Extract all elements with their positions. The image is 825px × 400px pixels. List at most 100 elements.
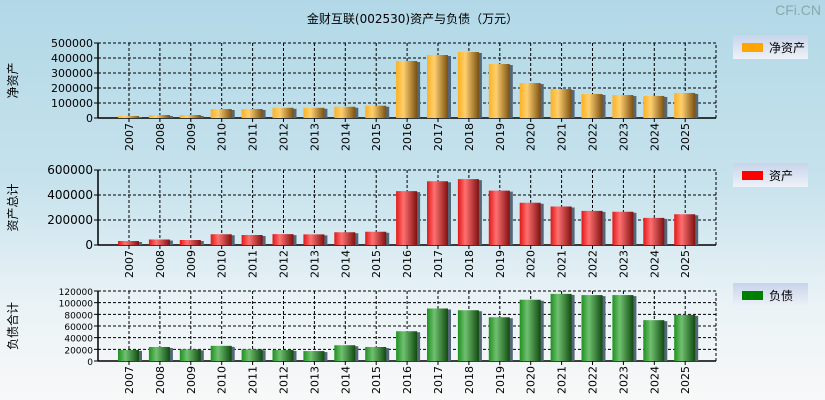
x-tick-label: 2014 xyxy=(339,366,352,394)
bar-2019 xyxy=(488,317,510,361)
bar-2011 xyxy=(241,349,263,361)
bar-2007 xyxy=(118,116,139,118)
x-tick-label: 2016 xyxy=(401,250,414,278)
bar-2012 xyxy=(272,234,294,245)
x-tick-label: 2022 xyxy=(587,366,600,394)
bar-2013 xyxy=(303,234,325,245)
x-tick-label: 2017 xyxy=(432,250,445,278)
x-tick-label: 2012 xyxy=(278,123,291,151)
y-tick-label: 0 xyxy=(86,112,93,125)
x-tick-label: 2021 xyxy=(556,123,569,151)
x-tick-label: 2020 xyxy=(525,366,538,394)
bar-2018 xyxy=(457,52,479,118)
bar-2017 xyxy=(427,181,448,245)
bar-2018 xyxy=(457,310,479,361)
x-tick-label: 2009 xyxy=(185,123,198,151)
x-tick-label: 2014 xyxy=(339,123,352,151)
x-tick-label: 2013 xyxy=(308,250,321,278)
bar-2008 xyxy=(148,347,170,361)
legend-swatch xyxy=(742,42,763,52)
x-tick-label: 2018 xyxy=(463,250,476,278)
bar-2018 xyxy=(457,179,479,245)
x-tick-label: 2025 xyxy=(679,250,692,278)
legend-net-assets: 净资产 xyxy=(733,35,808,59)
legend-assets: 资产 xyxy=(733,163,808,187)
bar-2020 xyxy=(519,299,541,361)
bar-2015 xyxy=(365,231,387,245)
y-tick-label: 0 xyxy=(87,358,93,368)
bar-2022 xyxy=(581,94,603,118)
x-tick-label: 2008 xyxy=(154,123,167,151)
bar-2024 xyxy=(643,217,665,245)
bar-2015 xyxy=(365,347,387,361)
bar-2007 xyxy=(118,349,139,361)
bar-2020 xyxy=(519,202,541,245)
x-tick-label: 2020 xyxy=(525,250,538,278)
x-tick-label: 2024 xyxy=(648,123,661,151)
legend-label: 净资产 xyxy=(769,40,806,55)
bar-2010 xyxy=(210,234,232,245)
y-tick-label: 100000 xyxy=(51,97,93,110)
x-tick-label: 2022 xyxy=(587,123,600,151)
x-tick-label: 2009 xyxy=(185,366,198,394)
bar-2014 xyxy=(334,106,356,118)
legend-swatch xyxy=(742,170,763,180)
bar-2025 xyxy=(674,214,696,245)
y-tick-label: 100000 xyxy=(59,300,94,310)
y-tick-label: 60000 xyxy=(64,323,93,333)
bar-2016 xyxy=(396,61,418,118)
x-tick-label: 2025 xyxy=(679,123,692,151)
y-tick-label: 600000 xyxy=(47,163,93,177)
x-tick-label: 2015 xyxy=(370,366,383,394)
bar-2008 xyxy=(148,239,170,245)
bar-2025 xyxy=(674,92,696,118)
bar-2009 xyxy=(179,349,201,361)
x-tick-label: 2011 xyxy=(247,250,260,278)
x-tick-label: 2007 xyxy=(123,250,136,278)
bar-2019 xyxy=(488,190,510,245)
bar-2010 xyxy=(210,109,232,118)
x-tick-label: 2011 xyxy=(247,366,260,394)
x-tick-label: 2008 xyxy=(154,366,167,394)
x-tick-label: 2007 xyxy=(123,366,136,394)
x-tick-label: 2008 xyxy=(154,250,167,278)
y-tick-label: 200000 xyxy=(47,213,93,227)
bar-2011 xyxy=(241,235,263,245)
x-tick-label: 2024 xyxy=(648,250,661,278)
bar-2014 xyxy=(334,232,356,245)
y-tick-label: 300000 xyxy=(51,67,93,80)
bar-2013 xyxy=(303,351,325,361)
x-tick-label: 2016 xyxy=(401,366,414,394)
x-tick-label: 2010 xyxy=(216,123,229,151)
bar-2010 xyxy=(210,345,232,361)
y-tick-label: 80000 xyxy=(64,311,93,321)
x-tick-label: 2021 xyxy=(556,366,569,394)
bar-2022 xyxy=(581,210,603,245)
x-tick-label: 2019 xyxy=(494,366,507,394)
bar-2021 xyxy=(550,293,572,361)
brand-logo: CFi.CN xyxy=(775,2,821,18)
x-tick-label: 2010 xyxy=(216,366,229,394)
bar-2017 xyxy=(427,308,448,361)
y-tick-label: 500000 xyxy=(51,37,93,50)
y-tick-label: 20000 xyxy=(64,346,93,356)
x-tick-label: 2015 xyxy=(370,123,383,151)
x-tick-label: 2023 xyxy=(617,123,630,151)
legend-label: 资产 xyxy=(769,168,794,183)
y-tick-label: 0 xyxy=(85,238,93,252)
bar-2019 xyxy=(488,64,510,118)
x-tick-label: 2014 xyxy=(339,250,352,278)
x-tick-label: 2024 xyxy=(648,366,661,394)
legend-liabilities: 负债 xyxy=(733,283,808,307)
x-tick-label: 2010 xyxy=(216,250,229,278)
x-tick-label: 2022 xyxy=(587,250,600,278)
bar-2022 xyxy=(581,295,603,361)
y-axis-label: 净资产 xyxy=(6,62,20,98)
x-tick-label: 2013 xyxy=(308,123,321,151)
bar-2009 xyxy=(179,115,201,118)
bar-2011 xyxy=(241,109,263,118)
x-tick-label: 2020 xyxy=(525,123,538,151)
bar-2009 xyxy=(179,240,201,245)
legend-label: 负债 xyxy=(769,288,794,303)
